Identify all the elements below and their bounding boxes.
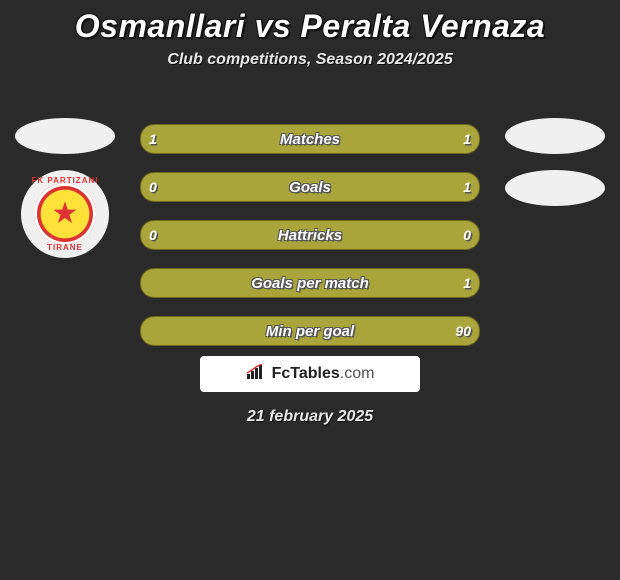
brand-text: FcTables.com <box>272 365 375 383</box>
stat-bar: Goals0 1 <box>140 172 480 202</box>
brand-box[interactable]: FcTables.com <box>200 356 420 392</box>
bar-value-right: 90 <box>455 317 471 345</box>
bar-label: Hattricks <box>141 221 479 249</box>
player-oval-right <box>505 118 605 154</box>
left-column: FK PARTIZANI ★ TIRANE <box>10 118 120 258</box>
player-oval-left <box>15 118 115 154</box>
chart-icon <box>246 364 266 385</box>
bar-value-left: 1 <box>149 125 157 153</box>
brand-name: FcTables <box>272 365 340 382</box>
comparison-card: Osmanllari vs Peralta Vernaza Club compe… <box>0 0 620 580</box>
bar-value-left: 0 <box>149 173 157 201</box>
page-subtitle: Club competitions, Season 2024/2025 <box>0 51 620 69</box>
stat-bar: Matches1 1 <box>140 124 480 154</box>
bar-label: Matches <box>141 125 479 153</box>
badge-inner: ★ <box>34 183 96 245</box>
bar-value-right: 1 <box>463 269 471 297</box>
star-icon: ★ <box>52 199 79 229</box>
club-oval-right <box>505 170 605 206</box>
bar-label: Goals per match <box>141 269 479 297</box>
stat-bar: Goals per match1 <box>140 268 480 298</box>
stat-bar: Min per goal90 <box>140 316 480 346</box>
bar-value-right: 0 <box>463 221 471 249</box>
right-column <box>500 118 610 222</box>
page-title: Osmanllari vs Peralta Vernaza <box>0 0 620 45</box>
badge-bottom-text: TIRANE <box>21 243 109 252</box>
bar-label: Min per goal <box>141 317 479 345</box>
stat-bars: Matches11Goals01Hattricks00Goals per mat… <box>140 124 480 364</box>
bar-label: Goals <box>141 173 479 201</box>
date-text: 21 february 2025 <box>0 408 620 426</box>
badge-top-text: FK PARTIZANI <box>21 176 109 185</box>
bar-value-right: 1 <box>463 125 471 153</box>
bar-value-right: 1 <box>463 173 471 201</box>
stat-bar: Hattricks0 0 <box>140 220 480 250</box>
club-badge-left: FK PARTIZANI ★ TIRANE <box>21 170 109 258</box>
brand-domain: .com <box>340 365 375 382</box>
bar-value-left: 0 <box>149 221 157 249</box>
